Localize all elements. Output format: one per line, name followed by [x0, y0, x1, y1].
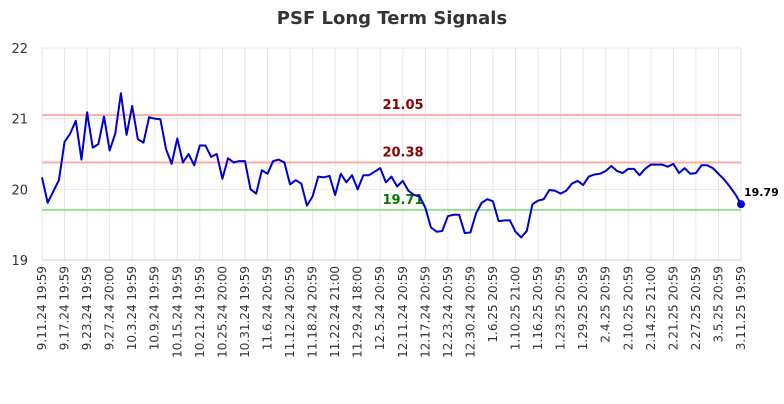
reference-line-label: 19.71 — [382, 193, 423, 208]
chart-title: PSF Long Term Signals — [276, 8, 508, 29]
x-tick-label: 2.10.25 20:59 — [621, 266, 635, 350]
x-tick-label: 1.29.25 20:59 — [576, 266, 590, 350]
x-tick-label: 3.5.25 20:59 — [711, 266, 725, 343]
x-tick-label: 9.11.24 19:59 — [35, 266, 49, 350]
x-tick-label: 3.11.25 19:59 — [734, 266, 748, 350]
x-tick-label: 10.25.24 20:00 — [215, 266, 229, 358]
reference-line-label: 20.38 — [382, 145, 423, 160]
x-tick-label: 9.23.24 19:59 — [80, 266, 94, 350]
last-value-label: 19.79 — [744, 186, 779, 199]
x-tick-label: 9.17.24 19:59 — [58, 266, 72, 350]
y-tick-label: 21 — [11, 113, 28, 128]
y-tick-label: 19 — [11, 254, 28, 269]
x-tick-label: 11.29.24 18:00 — [351, 266, 365, 358]
x-tick-label: 9.27.24 20:00 — [103, 266, 117, 350]
x-tick-label: 12.23.24 20:59 — [441, 266, 455, 358]
x-tick-label: 10.15.24 19:59 — [170, 266, 184, 358]
x-tick-label: 10.3.24 19:59 — [125, 266, 139, 350]
y-tick-label: 20 — [11, 183, 28, 198]
y-tick-label: 22 — [11, 42, 28, 57]
x-tick-label: 12.17.24 20:59 — [418, 266, 432, 358]
x-tick-label: 10.31.24 19:59 — [238, 266, 252, 358]
x-tick-label: 2.27.25 20:59 — [689, 266, 703, 350]
x-tick-label: 2.4.25 20:59 — [599, 266, 613, 343]
price-series-line — [41, 92, 742, 239]
reference-line-label: 21.05 — [382, 98, 423, 113]
x-tick-label: 2.21.25 20:59 — [666, 266, 680, 350]
x-tick-label: 11.22.24 21:00 — [328, 266, 342, 358]
x-tick-label: 12.30.24 20:59 — [463, 266, 477, 358]
last-value-marker — [737, 200, 745, 209]
x-tick-label: 1.23.25 20:59 — [554, 266, 568, 350]
x-tick-label: 12.5.24 20:59 — [373, 266, 387, 350]
x-tick-label: 2.14.25 21:00 — [644, 266, 658, 350]
x-tick-label: 11.6.24 20:59 — [260, 266, 274, 350]
x-tick-label: 1.16.25 20:59 — [531, 266, 545, 350]
x-tick-label: 1.10.25 21:00 — [509, 266, 523, 350]
x-tick-label: 1.6.25 20:59 — [486, 266, 500, 343]
x-tick-label: 12.11.24 20:59 — [396, 266, 410, 358]
x-tick-label: 11.12.24 20:59 — [283, 266, 297, 358]
x-tick-label: 10.21.24 19:59 — [193, 266, 207, 358]
x-tick-label: 11.18.24 20:59 — [306, 266, 320, 358]
x-tick-label: 10.9.24 19:59 — [148, 266, 162, 350]
